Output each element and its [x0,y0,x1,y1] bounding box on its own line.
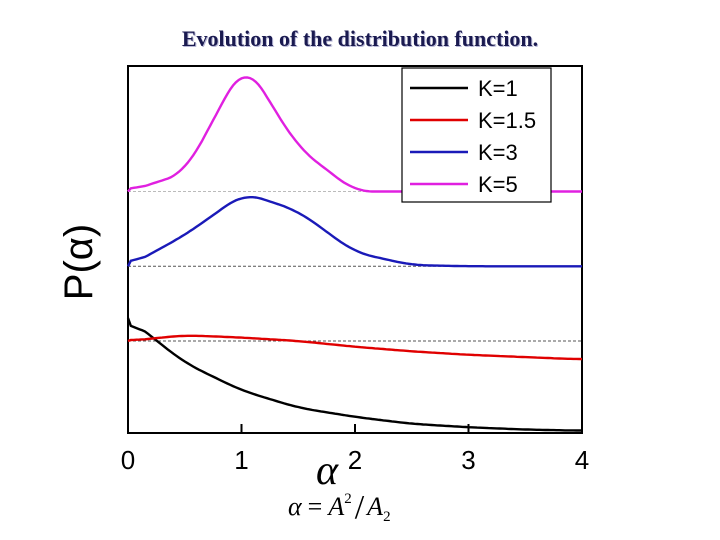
series-line-k-1-5 [127,334,583,361]
y-axis-label: P(α) [57,224,101,300]
series-line-k-3 [126,196,582,268]
legend-box [401,67,552,203]
x-tick-label: 2 [348,445,362,475]
x-axis-label: α [316,448,339,494]
formula-num-base: A [328,492,345,521]
legend-entry: K=5 [478,172,518,197]
formula: α = A2/A2 [288,486,391,526]
legend-entry: K=1 [478,76,518,101]
series-line-k-1 [126,317,582,432]
formula-den-base: A [367,492,384,521]
x-tick-label: 0 [121,445,135,475]
legend: K=1 K=1.5 K=3 K=5 [401,67,552,203]
formula-den-sub: 2 [383,509,391,525]
legend-entry: K=3 [478,140,518,165]
x-tick-label: 4 [575,445,589,475]
x-tick-label: 3 [461,445,475,475]
formula-lhs: α [288,492,302,521]
formula-equals: = [307,492,323,521]
baselines [128,191,582,342]
legend-entry: K=1.5 [478,108,536,133]
slide-title: Evolution of the distribution function. [181,26,539,51]
x-ticks: 0 1 2 3 4 [121,424,589,475]
x-tick-label: 1 [234,445,248,475]
formula-num-exp: 2 [344,491,352,507]
formula-slash: / [354,489,365,526]
